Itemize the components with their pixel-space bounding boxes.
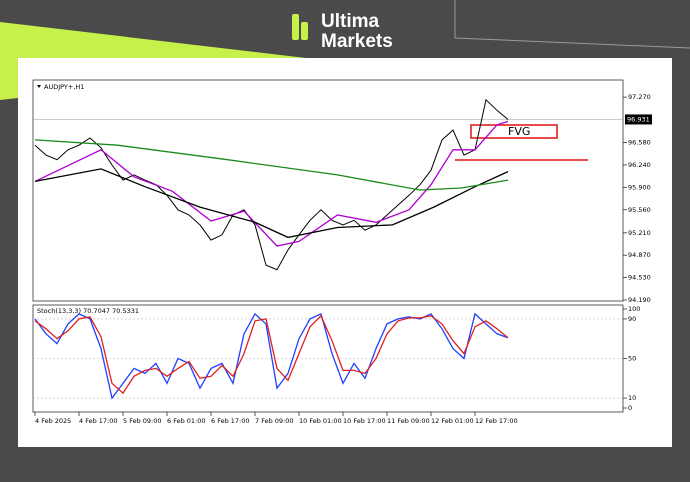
brand-name: Ultima [321,11,380,32]
x-tick-label: 12 Feb 01:00 [431,417,474,425]
logo: Ultima Markets [292,11,393,52]
plot: 97.270 96.580 96.240 95.900 95.560 95.210 94.8… [33,93,652,425]
x-tick-label: 10 Feb 01:00 [299,417,342,425]
y-tick-label: 96.580 [628,139,651,147]
series-line [34,168,509,239]
x-tick-label: 7 Feb 09:00 [255,417,294,425]
last-price-label: 96.931 [627,115,650,123]
stoch-panel [32,304,624,413]
y-tick-label: 94.530 [628,274,651,282]
x-tick-label: 4 Feb 2025 [35,417,71,425]
logo-icon [301,22,308,40]
annotation: FVG [508,125,530,138]
y-tick-label: 95.900 [628,183,651,191]
indicator-title: Stoch(13,3,3) 70.7047 70.5331 [37,307,139,315]
y-tick-label: 94.870 [628,251,651,259]
x-tick-label: 4 Feb 17:00 [79,417,118,425]
y-tick-label: 95.210 [628,229,651,237]
chart-title: AUDJPY+,H1 [44,83,84,91]
series-line [34,98,509,271]
fvg-box [470,124,558,139]
y-tick-label: 96.240 [628,161,651,169]
x-tick-label: 5 Feb 09:00 [123,417,162,425]
decor-line [454,0,690,49]
y-tick-label: 94.190 [628,296,651,304]
y-tick-label: 10 [628,394,636,402]
y-tick-label: 90 [628,315,636,323]
y-tick-label: 0 [628,404,632,412]
x-tick-label: 6 Feb 01:00 [167,417,206,425]
series-line [34,312,509,400]
x-tick-label: 11 Feb 09:00 [387,417,430,425]
y-tick-label: 95.560 [628,206,651,214]
y-tick-label: 100 [628,305,640,313]
last-price-box [625,114,652,125]
menu-arrow [37,85,41,88]
y-tick-label: 97.270 [628,93,651,101]
series-line [34,314,509,395]
x-tick-label: 6 Feb 17:00 [211,417,250,425]
price-panel [32,79,624,302]
series-line [34,120,509,247]
series-line [34,139,509,191]
brand-name: Markets [321,31,393,52]
x-tick-label: 10 Feb 17:00 [343,417,386,425]
y-tick-label: 50 [628,355,636,363]
logo-icon [292,14,299,40]
x-tick-label: 12 Feb 17:00 [475,417,518,425]
